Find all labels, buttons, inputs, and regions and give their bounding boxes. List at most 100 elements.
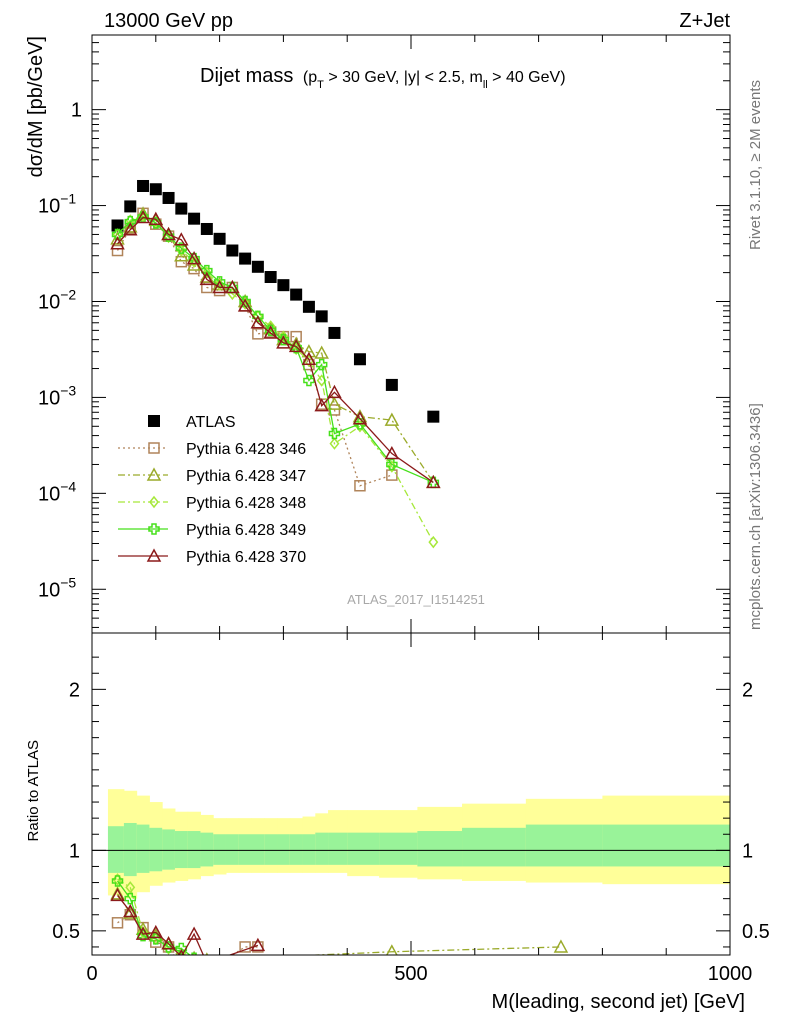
ratio-y-label: Ratio to ATLAS	[25, 740, 42, 841]
ratio-point	[203, 961, 211, 971]
ratio-point	[385, 944, 398, 955]
band-green-bin	[379, 832, 418, 865]
data-point	[277, 279, 290, 292]
legend-item-3: Pythia 6.428 348	[118, 495, 306, 512]
y-tick-exp: −1	[60, 191, 76, 207]
band-green-bin	[525, 824, 603, 867]
ratio-point	[135, 926, 151, 940]
data-point	[124, 200, 137, 213]
rivet-label: Rivet 3.1.10, ≥ 2M events	[747, 80, 764, 250]
data-point	[386, 458, 398, 471]
data-point	[353, 353, 366, 366]
data-point	[263, 325, 278, 339]
y-tick-base: 10	[38, 579, 60, 601]
legend-item-2: Pythia 6.428 347	[118, 467, 306, 485]
ratio-point	[201, 957, 213, 968]
ratio-series-4	[110, 887, 266, 968]
data-point	[327, 396, 342, 410]
y-tick-label: 10−4	[38, 478, 76, 505]
legend-item-0: ATLAS	[148, 414, 236, 431]
band-green-bin	[107, 826, 125, 873]
legend-item-5: Pythia 6.428 370	[118, 548, 306, 566]
band-green-bin	[238, 834, 252, 865]
data-point	[315, 310, 328, 323]
band-green-bin	[136, 824, 150, 873]
x-tick-label: 1000	[708, 963, 753, 985]
legend-marker	[148, 523, 160, 535]
band-green-bin	[264, 834, 278, 865]
band-green-bin	[123, 822, 138, 877]
data-point	[161, 226, 176, 241]
data-point	[174, 248, 189, 262]
legend-label: Pythia 6.428 370	[186, 549, 306, 566]
ratio-line-4	[117, 895, 259, 955]
ratio-point	[124, 892, 137, 905]
legend-marker	[146, 467, 162, 481]
y-tick-exp: −3	[60, 382, 76, 398]
band-green-bin	[200, 832, 214, 867]
data-point	[137, 179, 150, 192]
data-point	[329, 437, 340, 450]
band-green-bin	[213, 834, 227, 865]
data-point	[176, 244, 187, 257]
band-green-bin	[289, 834, 304, 865]
data-point	[314, 398, 329, 412]
data-point	[276, 335, 291, 349]
ratio-point	[161, 936, 176, 950]
y-tick-label: 10−1	[38, 191, 76, 218]
ratio-point	[202, 966, 212, 976]
data-point	[226, 244, 239, 257]
mcplots-label: mcplots.cern.ch [arXiv:1306.3436]	[747, 403, 764, 630]
data-point	[201, 266, 212, 279]
data-point	[327, 384, 342, 399]
axis-ticks	[91, 34, 731, 955]
data-point	[149, 183, 162, 196]
data-point	[252, 328, 264, 340]
band-green-bin	[162, 829, 176, 870]
ratio-point	[239, 941, 251, 953]
y-tick-label: 10−3	[38, 382, 76, 409]
ratio-y-tick-label: 0.5	[52, 921, 80, 943]
series-line-3	[117, 215, 434, 543]
band-green-bin	[602, 824, 730, 867]
ratio-y-tick-label-right: 1	[742, 840, 753, 862]
data-point	[135, 209, 151, 224]
series-5	[110, 209, 441, 489]
band-green-bin	[462, 827, 527, 867]
x-axis-label: M(leading, second jet) [GeV]	[492, 991, 745, 1013]
data-point	[148, 211, 164, 226]
main-frame	[91, 34, 731, 634]
main-y-label: dσ/dM [pb/GeV]	[25, 36, 47, 177]
ratio-point	[190, 958, 198, 968]
data-point	[175, 242, 188, 254]
y-tick-label: 10−5	[38, 574, 76, 601]
title-pt-p: p	[308, 69, 317, 86]
ratio-series-2	[112, 873, 211, 971]
x-tick-label: 0	[86, 963, 97, 985]
ratio-line-3	[116, 880, 191, 955]
series-line-4	[117, 216, 434, 484]
data-point	[328, 427, 341, 440]
data-point	[174, 232, 189, 246]
data-point	[110, 231, 125, 245]
legend-marker	[148, 415, 160, 427]
data-point	[352, 411, 368, 425]
y-tick-base: 10	[38, 483, 60, 505]
data-point	[250, 315, 266, 329]
ratio-point	[111, 875, 124, 887]
y-tick-label: 1	[71, 100, 82, 122]
ratio-frame	[91, 632, 731, 956]
band-green-bin	[187, 831, 201, 869]
data-point	[111, 244, 124, 257]
data-point	[111, 219, 124, 232]
band-green-bin	[225, 834, 240, 865]
y-tick-exp: −2	[60, 286, 76, 302]
data-point	[162, 230, 175, 242]
band-green-bin	[277, 834, 291, 865]
y-tick-exp: −4	[60, 478, 76, 494]
ratio-point	[125, 881, 136, 894]
title-m-sub: ll	[483, 79, 488, 91]
ratio-point	[110, 887, 125, 902]
